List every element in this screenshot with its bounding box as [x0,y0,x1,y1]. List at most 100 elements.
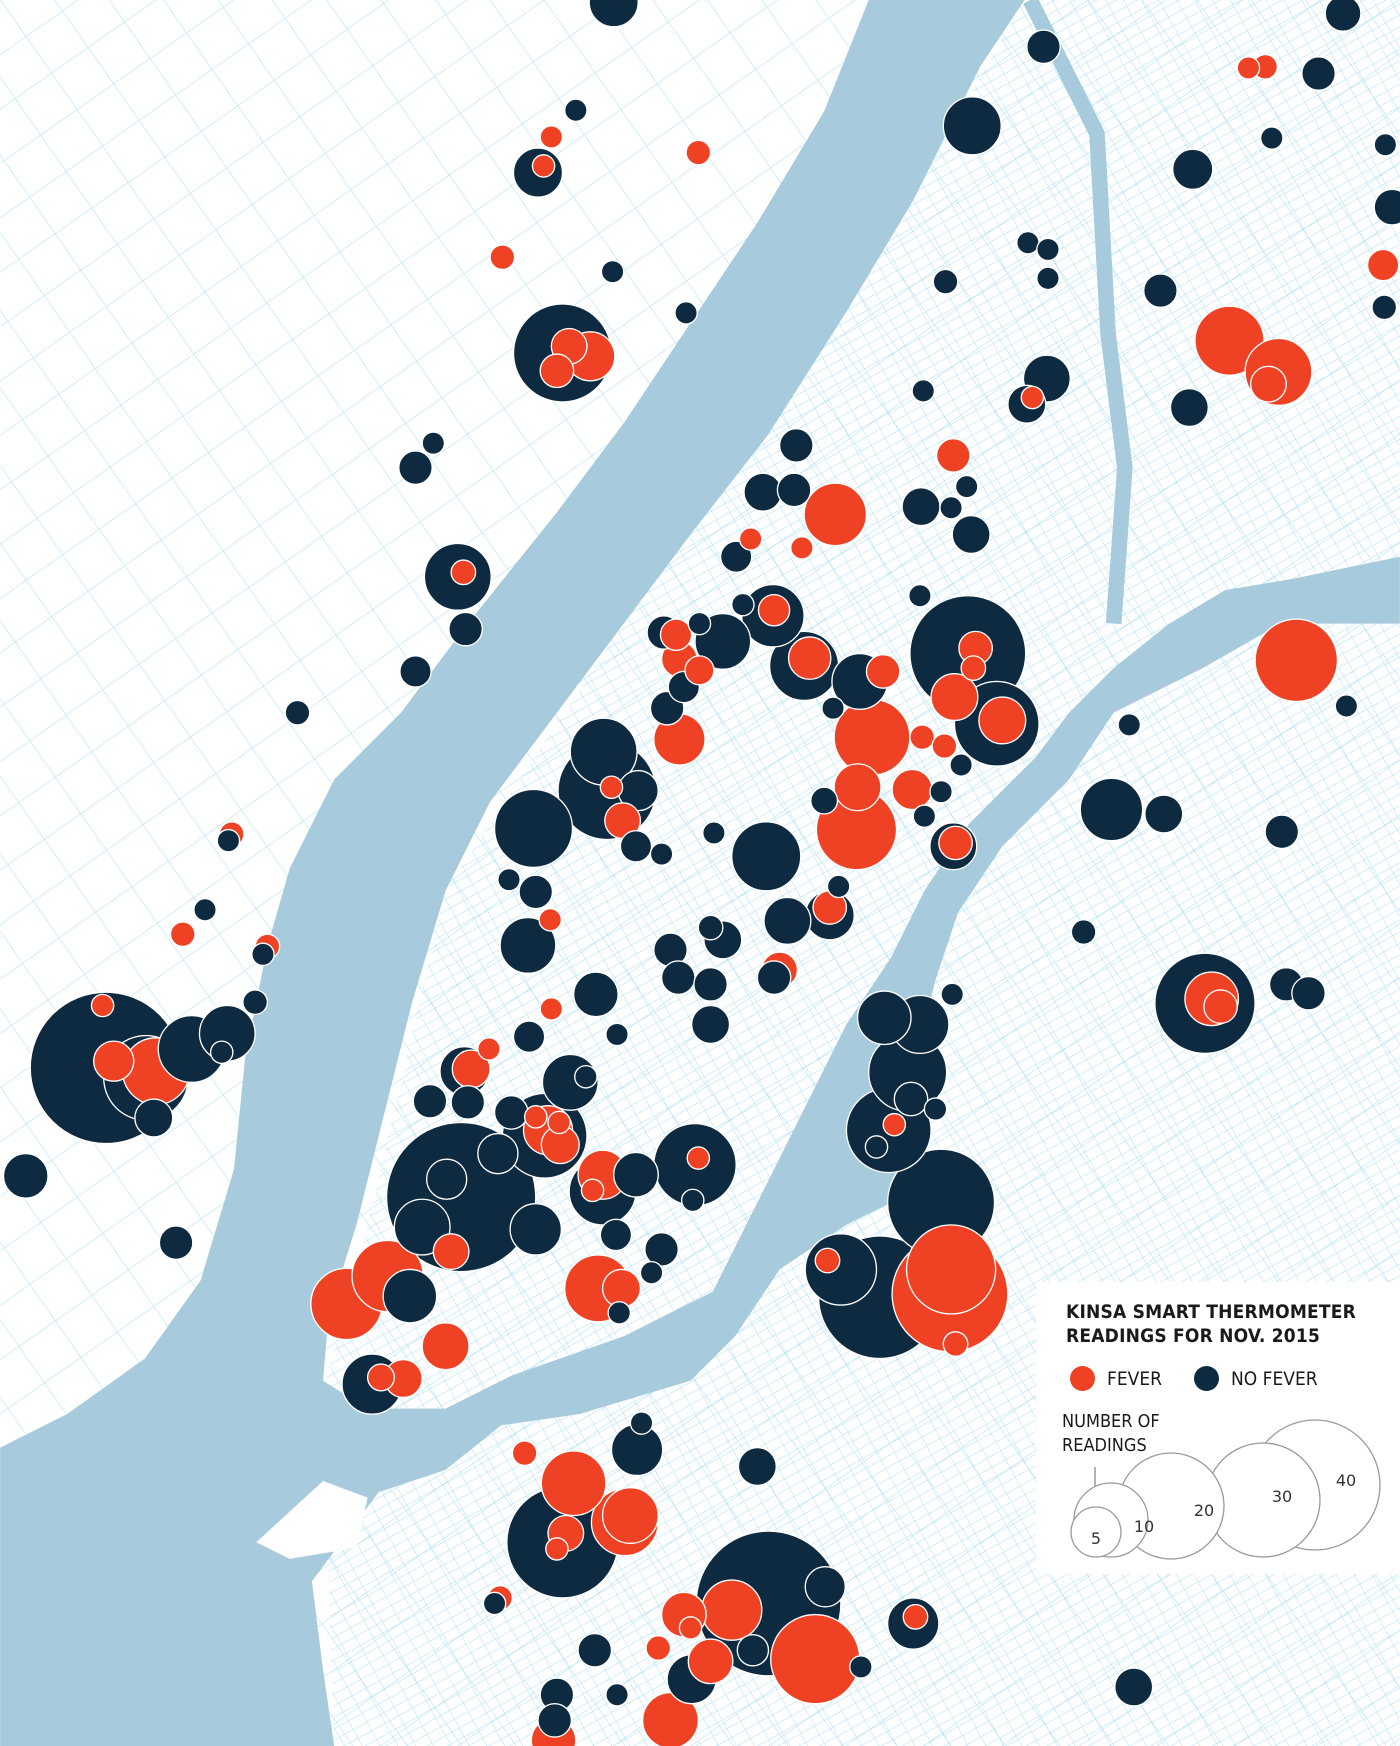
size-label-10: 10 [1134,1517,1154,1536]
fever-bubble [659,618,693,651]
fever-bubble [450,559,477,586]
fever-bubble [366,1363,396,1392]
fever-bubble [686,1146,711,1170]
no-fever-bubble [412,1083,448,1119]
size-label-40: 40 [1336,1471,1356,1490]
no-fever-bubble [448,611,483,647]
no-fever-bubble [1373,132,1398,157]
no-fever-bubble [572,971,619,1018]
no-fever-bubble [849,1655,873,1679]
no-fever-bubble [901,487,941,527]
no-fever-bubble [951,514,991,555]
fever-bubble [540,1450,607,1517]
no-fever-bubble [158,1225,194,1261]
no-fever-bubble [639,1260,664,1285]
fever-bubble [814,1247,841,1274]
no-fever-bubble [1169,387,1209,428]
no-fever-bubble [497,867,521,892]
no-fever-bubble [856,990,912,1046]
no-fever-bubble [613,1151,659,1198]
no-fever-bubble [493,788,574,869]
fever-bubble [960,655,987,682]
size-label-30: 30 [1272,1487,1292,1506]
no-fever-bubble [697,914,724,941]
no-fever-bubble [382,1268,438,1324]
no-fever-bubble [477,1132,519,1175]
fever-bubble [90,993,115,1018]
fever-bubble [489,244,516,271]
fever-bubble [1236,56,1261,80]
no-fever-bubble [939,495,963,520]
no-fever-bubble [1144,794,1184,834]
no-fever-bubble [719,540,753,574]
fever-bubble [687,1638,734,1685]
fever-bubble [432,1233,470,1271]
no-fever-bubble [1070,919,1097,945]
no-fever-bubble [804,1566,846,1608]
no-fever-swatch [1194,1366,1219,1391]
no-fever-bubble [134,1098,174,1138]
no-fever-bubble [450,1085,486,1120]
no-fever-bubble [737,1446,777,1487]
no-fever-label: NO FEVER [1231,1367,1318,1390]
no-fever-bubble [731,592,755,617]
no-fever-bubble [537,1703,573,1738]
fever-bubble [803,482,868,547]
no-fever-bubble [778,428,814,463]
no-fever-bubble [399,655,432,688]
no-fever-bubble [954,474,979,499]
no-fever-bubble [864,1135,889,1159]
fever-bubble [684,655,715,686]
no-fever-bubble [649,842,674,866]
size-title-line1: NUMBER OF [1062,1411,1160,1432]
no-fever-bubble [674,301,698,325]
no-fever-bubble [1117,713,1142,737]
fever-bubble [599,775,624,800]
fever-bubble [539,125,564,149]
fever-bubble [545,1537,569,1561]
no-fever-bubble [605,1022,629,1047]
fever-bubble [547,1110,571,1135]
no-fever-bubble [949,753,973,777]
legend-title: KINSA SMART THERMOMETER READINGS FOR NOV… [1066,1300,1356,1348]
no-fever-bubble [702,821,726,845]
no-fever-bubble [398,450,433,486]
fever-bubble [421,1322,470,1371]
no-fever-bubble [1324,0,1362,32]
fever-bubble [678,1616,703,1640]
no-fever-bubble [193,897,217,922]
no-fever-bubble [804,1233,878,1306]
size-legend-title: NUMBER OF READINGS [1062,1410,1160,1458]
no-fever-bubble [756,960,792,996]
no-fever-bubble [577,1632,613,1668]
fever-bubble [701,1579,763,1641]
size-circle-5 [1070,1506,1122,1558]
fever-bubble [685,139,712,166]
legend-fever: FEVER [1070,1366,1162,1391]
no-fever-bubble [209,1040,234,1065]
no-fever-bubble [1036,266,1060,291]
water-harlem-river [1023,0,1133,625]
fever-bubble [978,696,1027,745]
fever-bubble [1249,365,1287,403]
no-fever-bubble [1172,148,1214,190]
fever-bubble [833,698,911,776]
no-fever-bubble [942,96,1002,156]
no-fever-bubble [1016,230,1040,255]
fever-bubble [790,536,814,560]
fever-swatch [1070,1366,1095,1391]
no-fever-bubble [1371,294,1398,321]
no-fever-bubble [251,942,275,967]
fever-bubble [757,593,791,627]
fever-bubble [833,763,882,812]
fever-bubble [935,438,971,473]
governors-island [256,1480,368,1559]
no-fever-bubble [1026,29,1061,65]
fever-bubble [905,1224,997,1315]
fever-bubble [1020,385,1045,410]
no-fever-bubble [509,1203,563,1256]
no-fever-bubble [693,966,728,1002]
fever-bubble [942,1331,969,1357]
fever-bubble [539,353,575,389]
